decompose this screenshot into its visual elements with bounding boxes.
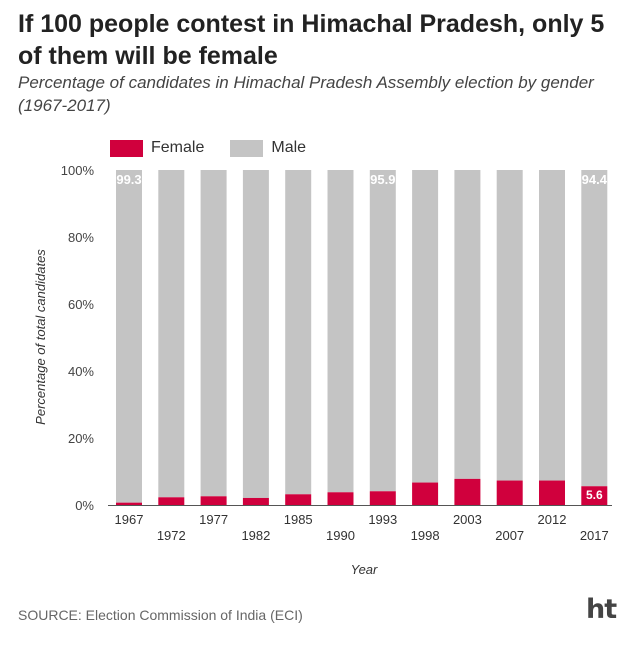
y-tick-label: 40%: [68, 364, 94, 379]
chart-subtitle: Percentage of candidates in Himachal Pra…: [18, 73, 594, 115]
bar-male-1972: [158, 170, 185, 498]
bar-male-2003: [454, 170, 481, 479]
data-label-female-2017: 5.6: [586, 488, 603, 502]
bar-female-1977: [200, 496, 227, 505]
x-tick-label: 2003: [453, 512, 482, 527]
x-tick-label: 1967: [115, 512, 144, 527]
bar-male-1985: [285, 170, 312, 495]
bar-male-1990: [327, 170, 354, 493]
bar-male-1967: [116, 170, 142, 503]
bar-male-2007: [496, 170, 523, 481]
legend-swatch-male: [230, 139, 264, 157]
data-label-male-1993: 95.9: [370, 172, 395, 187]
bar-female-1967: [116, 502, 142, 505]
y-tick-label: 20%: [68, 431, 94, 446]
bar-female-1998: [412, 482, 439, 505]
legend-item-male: Male: [230, 139, 306, 157]
data-label-male-1967: 99.3: [116, 172, 141, 187]
legend: Female Male: [110, 137, 332, 159]
y-tick-label: 100%: [61, 163, 95, 178]
bar-female-2007: [496, 480, 523, 505]
legend-label-female: Female: [151, 139, 205, 156]
legend-item-female: Female: [110, 139, 204, 157]
bar-male-1993: [369, 170, 396, 492]
source-note: SOURCE: Election Commission of India (EC…: [18, 607, 303, 623]
bar-female-2017: [581, 486, 608, 505]
bar-female-1985: [285, 494, 312, 505]
ht-logo[interactable]: ht: [586, 594, 617, 625]
bar-male-1998: [412, 170, 439, 483]
bar-male-1982: [242, 170, 269, 498]
bar-male-1977: [200, 170, 227, 497]
x-axis-label: Year: [351, 562, 378, 577]
bar-female-2003: [454, 478, 481, 505]
chart-title: If 100 people contest in Himachal Prades…: [18, 10, 605, 70]
x-tick-label: 1982: [241, 528, 270, 543]
bar-female-1972: [158, 497, 185, 505]
bar-female-1993: [369, 491, 396, 505]
x-tick-label: 1990: [326, 528, 355, 543]
bar-male-2017: [581, 170, 608, 487]
y-tick-label: 60%: [68, 297, 94, 312]
legend-label-male: Male: [271, 139, 307, 156]
legend-swatch-female: [110, 139, 143, 157]
y-tick-label: 0%: [75, 498, 94, 513]
x-tick-label: 2007: [495, 528, 524, 543]
data-label-male-2017: 94.4: [582, 172, 608, 187]
logo-text: ht: [586, 594, 617, 625]
x-tick-label: 1985: [284, 512, 313, 527]
bar-male-2012: [539, 170, 565, 481]
x-tick-label: 1977: [199, 512, 228, 527]
x-tick-label: 1972: [157, 528, 186, 543]
bar-female-1990: [327, 492, 354, 505]
bar-female-2012: [539, 480, 565, 505]
x-tick-label: 1998: [411, 528, 440, 543]
x-tick-label: 2012: [538, 512, 567, 527]
x-tick-label: 2017: [580, 528, 609, 543]
y-tick-label: 80%: [68, 230, 94, 245]
bar-female-1982: [242, 497, 269, 505]
x-tick-label: 1993: [368, 512, 397, 527]
y-axis-label: Percentage of total candidates: [33, 249, 48, 425]
